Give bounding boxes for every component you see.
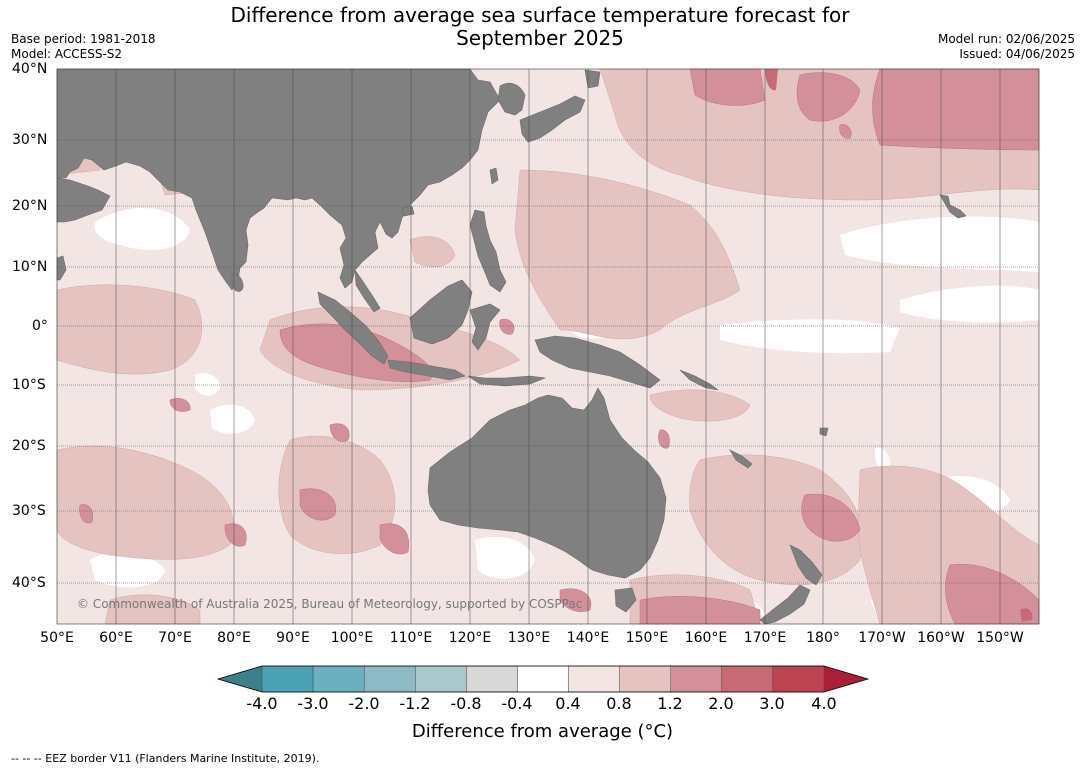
australia xyxy=(427,387,667,579)
sulawesi xyxy=(469,303,501,351)
lon-label: 130°E xyxy=(507,630,551,646)
lesser-sunda xyxy=(467,375,547,387)
colorbar-cell xyxy=(619,665,671,693)
lon-label: 50°E xyxy=(40,630,74,646)
colorbar-cell xyxy=(568,665,620,693)
colorbar-tick: -0.8 xyxy=(450,694,482,713)
new-guinea xyxy=(534,335,661,389)
lon-label: 160°W xyxy=(917,630,965,646)
arabia-landmass xyxy=(56,177,111,223)
meridians xyxy=(115,69,1001,624)
lat-label: 30°S xyxy=(12,503,46,519)
title-line-1: Difference from average sea surface temp… xyxy=(230,3,850,27)
new-zealand-north xyxy=(789,544,823,586)
fiji xyxy=(819,427,829,437)
colorbar-tick: -4.0 xyxy=(246,694,278,713)
copyright-notice: © Commonwealth of Australia 2025, Bureau… xyxy=(77,597,583,611)
anomaly-2.0-3.0-regions xyxy=(765,69,1033,622)
colorbar-tick: -1.2 xyxy=(399,694,431,713)
colorbar xyxy=(216,665,870,693)
colorbar-cell xyxy=(363,665,416,693)
colorbar-cell xyxy=(466,665,518,693)
lat-label: 40°N xyxy=(12,61,48,77)
model-run-date: Model run: 02/06/2025 xyxy=(937,32,1075,46)
lon-label: 140°E xyxy=(566,630,610,646)
java xyxy=(387,359,466,381)
colorbar-cell xyxy=(670,665,723,693)
lon-label: 150°E xyxy=(625,630,669,646)
colorbar-tick: -0.4 xyxy=(501,694,533,713)
borneo xyxy=(409,279,473,345)
japan-hokkaido xyxy=(584,69,601,89)
base-period: Base period: 1981-2018 xyxy=(11,32,156,46)
lon-label: 90°E xyxy=(276,630,310,646)
lon-label: 180° xyxy=(806,630,840,646)
map-frame xyxy=(56,68,1040,625)
japan-honshu xyxy=(519,95,586,143)
lon-label: 100°E xyxy=(330,630,374,646)
lon-label: 170°W xyxy=(858,630,906,646)
model-name: Model: ACCESS-S2 xyxy=(11,47,123,61)
eez-footnote: -- -- -- EEZ border V11 (Flanders Marine… xyxy=(11,752,320,765)
issued-date: Issued: 04/06/2025 xyxy=(959,47,1075,61)
lon-label: 80°E xyxy=(217,630,251,646)
sumatra xyxy=(317,291,389,365)
lat-label: 30°N xyxy=(12,132,48,148)
asia-landmass xyxy=(56,68,501,291)
map-title: Difference from average sea surface temp… xyxy=(170,4,910,50)
solomon-islands xyxy=(679,369,719,391)
lon-label: 60°E xyxy=(99,630,133,646)
colorbar-tick: 1.2 xyxy=(657,694,683,713)
colorbar-cell xyxy=(415,665,467,693)
base-info: Base period: 1981-2018 Model: ACCESS-S2 xyxy=(11,32,156,62)
colorbar-cell xyxy=(517,665,569,693)
malay-peninsula xyxy=(354,268,381,313)
hawaii xyxy=(939,194,967,219)
lon-label: 170°E xyxy=(743,630,787,646)
lon-label: 160°E xyxy=(684,630,728,646)
colorbar-cell xyxy=(312,665,365,693)
taiwan xyxy=(489,167,499,185)
philippines xyxy=(469,209,507,293)
lat-label: 0° xyxy=(32,318,48,334)
run-info: Model run: 02/06/2025 Issued: 04/06/2025 xyxy=(938,32,1075,62)
hainan xyxy=(401,205,415,217)
colorbar-cell xyxy=(721,665,774,693)
new-caledonia xyxy=(729,449,753,469)
graticule xyxy=(57,139,1039,584)
lon-label: 70°E xyxy=(158,630,192,646)
tasmania xyxy=(614,587,637,613)
lat-label: 20°N xyxy=(12,198,48,214)
colorbar-tick: -3.0 xyxy=(297,694,329,713)
lat-label: 40°S xyxy=(12,575,46,591)
sri-lanka xyxy=(231,273,244,292)
colorbar-tick: 4.0 xyxy=(811,694,837,713)
lat-label: 10°N xyxy=(12,259,48,275)
colorbar-outline xyxy=(216,665,870,693)
lon-label: 150°W xyxy=(976,630,1024,646)
colorbar-tick: -2.0 xyxy=(348,694,380,713)
land-masses xyxy=(56,68,967,625)
colorbar-min-arrow xyxy=(218,666,262,692)
colorbar-max-arrow xyxy=(824,666,868,692)
japan xyxy=(497,83,526,116)
colorbar-title: Difference from average (°C) xyxy=(411,721,674,742)
lat-label: 10°S xyxy=(12,377,46,393)
colorbar-tick: 0.4 xyxy=(555,694,581,713)
title-line-2: September 2025 xyxy=(456,26,624,50)
new-zealand-south xyxy=(759,584,811,625)
lon-label: 120°E xyxy=(448,630,492,646)
colorbar-tick: 3.0 xyxy=(759,694,785,713)
lat-label: 20°S xyxy=(12,438,46,454)
colorbar-cell xyxy=(261,665,314,693)
lon-label: 110°E xyxy=(389,630,433,646)
colorbar-tick: 2.0 xyxy=(708,694,734,713)
colorbar-tick: 0.8 xyxy=(606,694,632,713)
colorbar-cell xyxy=(772,665,825,693)
